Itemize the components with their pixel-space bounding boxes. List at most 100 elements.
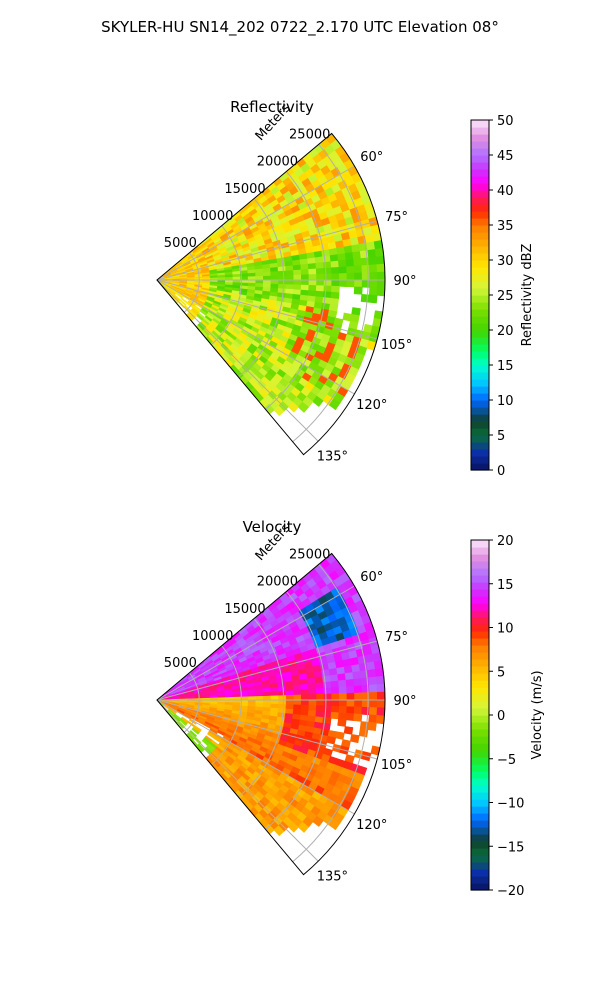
colorbar-band xyxy=(471,183,489,191)
colorbar-band xyxy=(471,708,489,716)
figure-title: SKYLER-HU SN14_202 0722_2.170 UTC Elevat… xyxy=(101,18,499,37)
radial-tick-label: 20000 xyxy=(257,155,298,170)
colorbar-band xyxy=(471,281,489,289)
field-cell xyxy=(278,695,287,701)
radial-tick-label: 25000 xyxy=(289,548,330,563)
colorbar-band xyxy=(471,834,489,842)
reflectivity-colorbar: 0 5 10 15 20 25 30 35 40 45 50 Reflectivity dBZ xyxy=(470,114,535,479)
field-cell xyxy=(307,682,317,690)
colorbar-band xyxy=(471,778,489,786)
field-cell xyxy=(368,714,378,724)
colorbar-band xyxy=(471,379,489,387)
colorbar-band xyxy=(471,848,489,856)
field-cell xyxy=(331,705,340,714)
field-cell xyxy=(300,683,310,691)
field-cell xyxy=(330,711,340,720)
colorbar-band xyxy=(471,197,489,205)
field-cell xyxy=(169,707,177,714)
colorbar-tick-label: 5 xyxy=(497,429,505,444)
field-cell xyxy=(368,264,378,273)
colorbar-band xyxy=(471,190,489,198)
field-cell xyxy=(308,284,318,292)
reflectivity-grid xyxy=(156,143,385,443)
colorbar-tick-label: 0 xyxy=(497,709,505,724)
field-cell xyxy=(337,673,347,682)
colorbar-band xyxy=(471,246,489,254)
colorbar-band xyxy=(471,799,489,807)
colorbar-band xyxy=(471,421,489,429)
field-cell xyxy=(277,690,287,697)
field-cell xyxy=(308,279,318,286)
field-cell xyxy=(369,691,378,701)
colorbar-band xyxy=(471,771,489,779)
colorbar-band xyxy=(471,386,489,394)
colorbar-band xyxy=(471,883,489,891)
colorbar-tick-label: 35 xyxy=(497,219,514,234)
field-cell xyxy=(331,699,340,707)
field-cell xyxy=(338,279,348,287)
azimuth-tick-label: 75° xyxy=(385,210,408,225)
field-cell xyxy=(300,704,310,711)
field-cell xyxy=(353,265,363,274)
colorbar-band xyxy=(471,127,489,135)
colorbar-tick-label: 0 xyxy=(497,464,505,479)
colorbar-band xyxy=(471,400,489,408)
colorbar-band xyxy=(471,701,489,709)
velocity-radial-ticks: 5000 10000 15000 20000 25000 xyxy=(164,548,331,672)
grid-arc xyxy=(265,171,327,410)
reflectivity-colorbar-ticks: 0 5 10 15 20 25 30 35 40 45 50 xyxy=(489,114,514,479)
colorbar-band xyxy=(471,169,489,177)
colorbar-band xyxy=(471,631,489,639)
colorbar-band xyxy=(471,869,489,877)
field-cell xyxy=(300,269,310,276)
field-cell xyxy=(262,271,272,277)
field-cell xyxy=(273,405,285,417)
colorbar-band xyxy=(471,260,489,268)
colorbar-band xyxy=(471,330,489,338)
field-cell xyxy=(353,678,363,687)
field-cell xyxy=(293,269,302,276)
field-cell xyxy=(292,264,302,271)
grid-arc xyxy=(292,563,369,863)
field-cell xyxy=(338,693,348,701)
field-cell xyxy=(277,270,287,277)
radial-tick-label: 5000 xyxy=(164,656,197,671)
grid-spoke xyxy=(156,279,378,340)
field-cell xyxy=(308,274,318,281)
radial-tick-label: 10000 xyxy=(192,629,233,644)
field-cell xyxy=(330,291,340,300)
colorbar-tick-label: 45 xyxy=(497,149,514,164)
velocity-colorbar-label: Velocity (m/s) xyxy=(530,670,545,759)
reflectivity-title: Reflectivity xyxy=(230,98,314,116)
colorbar-band xyxy=(471,757,489,765)
velocity-azimuth-ticks: 60° 75° 90° 105° 120° 135° xyxy=(317,570,417,884)
colorbar-band xyxy=(471,561,489,569)
field-cell xyxy=(375,255,386,265)
field-cell xyxy=(191,727,200,735)
colorbar-band xyxy=(471,316,489,324)
colorbar-band xyxy=(471,225,489,233)
field-cell xyxy=(328,398,341,411)
field-cell xyxy=(292,684,302,691)
field-cell xyxy=(293,689,302,696)
colorbar-band xyxy=(471,337,489,345)
grid-arc xyxy=(265,591,327,830)
field-cell xyxy=(338,259,348,268)
colorbar-band xyxy=(471,463,489,471)
colorbar-band xyxy=(471,148,489,156)
field-cell xyxy=(329,674,339,683)
field-cell xyxy=(353,685,363,694)
field-cell xyxy=(278,279,287,285)
field-cell xyxy=(273,825,285,837)
azimuth-tick-label: 105° xyxy=(381,338,412,353)
colorbar-band xyxy=(471,582,489,590)
field-cell xyxy=(300,263,310,271)
reflectivity-panel: Reflectivity 5000 10000 15000 20000 25000 60… xyxy=(156,98,417,464)
colorbar-band xyxy=(471,764,489,772)
sector-frame xyxy=(156,132,386,456)
field-cell xyxy=(368,256,378,266)
colorbar-band xyxy=(471,750,489,758)
colorbar-tick-label: 10 xyxy=(497,394,514,409)
colorbar-band xyxy=(471,554,489,562)
field-cell xyxy=(360,293,370,303)
